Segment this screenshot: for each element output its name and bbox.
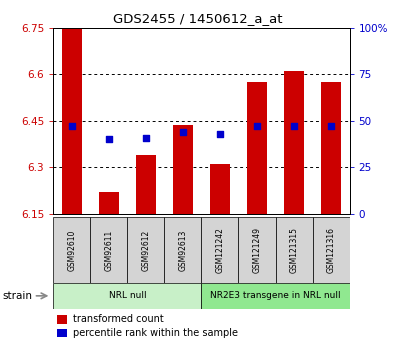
Bar xyxy=(136,155,156,214)
Bar xyxy=(239,217,276,283)
Point xyxy=(254,124,260,129)
Bar xyxy=(127,217,164,283)
Bar xyxy=(284,71,304,214)
Bar xyxy=(210,164,230,214)
Text: percentile rank within the sample: percentile rank within the sample xyxy=(73,328,238,338)
Bar xyxy=(312,217,350,283)
Text: GSM121316: GSM121316 xyxy=(327,227,336,273)
Bar xyxy=(53,283,201,309)
Text: GSM121315: GSM121315 xyxy=(290,227,299,273)
Bar xyxy=(164,217,201,283)
Point xyxy=(217,131,223,137)
Point xyxy=(143,135,149,140)
Text: GSM121249: GSM121249 xyxy=(252,227,261,273)
Text: GSM92611: GSM92611 xyxy=(104,229,113,271)
Bar xyxy=(321,82,341,214)
Point xyxy=(180,129,186,135)
Bar xyxy=(62,28,82,214)
Text: transformed count: transformed count xyxy=(73,314,164,324)
Text: strain: strain xyxy=(2,291,32,301)
Text: GSM92610: GSM92610 xyxy=(67,229,76,271)
Bar xyxy=(90,217,127,283)
Text: NR2E3 transgene in NRL null: NR2E3 transgene in NRL null xyxy=(210,291,341,300)
Bar xyxy=(276,217,312,283)
Text: NRL null: NRL null xyxy=(109,291,146,300)
Text: GDS2455 / 1450612_a_at: GDS2455 / 1450612_a_at xyxy=(113,12,282,25)
Point xyxy=(69,124,75,129)
Bar xyxy=(57,315,67,324)
Text: GSM92613: GSM92613 xyxy=(179,229,188,271)
Bar xyxy=(57,328,67,337)
Point xyxy=(328,124,334,129)
Text: GSM121242: GSM121242 xyxy=(215,227,224,273)
Bar xyxy=(201,283,350,309)
Bar xyxy=(99,192,119,214)
Bar xyxy=(247,82,267,214)
Bar xyxy=(201,217,239,283)
Point xyxy=(291,124,297,129)
Point xyxy=(106,137,112,142)
Text: GSM92612: GSM92612 xyxy=(141,229,150,271)
Bar xyxy=(53,217,90,283)
Bar xyxy=(173,126,193,214)
